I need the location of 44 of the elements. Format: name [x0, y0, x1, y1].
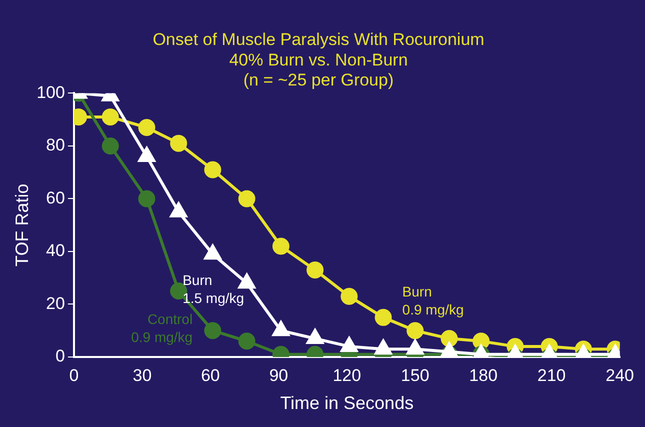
point — [138, 190, 156, 208]
point — [238, 190, 256, 208]
x-tick-label: 0 — [69, 366, 79, 385]
series-label: Burn 1.5 mg/kg — [182, 272, 244, 306]
point — [340, 336, 358, 352]
x-tick-label: 150 — [400, 366, 430, 385]
x-axis-title: Time in Seconds — [280, 393, 414, 414]
y-tick-label: 100 — [36, 82, 65, 102]
point — [102, 137, 119, 154]
point — [575, 344, 592, 357]
y-tick-label: 20 — [46, 294, 65, 313]
y-tick-label: 0 — [55, 346, 65, 366]
x-tick-label: 120 — [332, 366, 362, 385]
x-tick-label: 180 — [469, 366, 498, 385]
point — [238, 274, 256, 289]
point — [204, 244, 222, 260]
point — [440, 342, 458, 357]
point — [138, 118, 156, 136]
chart-subtitle: 40% Burn vs. Non-Burn — [229, 50, 408, 70]
x-tick-label: 30 — [132, 366, 152, 385]
point — [102, 108, 119, 126]
point — [306, 329, 324, 344]
text: (n = ~25 per Group) — [243, 70, 394, 90]
x-tick-label: 90 — [269, 366, 288, 385]
y-tick-label: 40 — [46, 241, 65, 260]
point — [272, 321, 290, 336]
point — [374, 340, 392, 355]
point — [204, 161, 222, 178]
y-axis-title: TOF Ratio — [12, 184, 32, 266]
point — [306, 261, 324, 278]
point — [272, 238, 290, 255]
x-tick-label: 60 — [200, 366, 220, 385]
point — [170, 202, 188, 218]
point — [540, 344, 558, 357]
point — [406, 340, 424, 355]
point — [506, 344, 524, 357]
series-label: Control 0.9 mg/kg — [131, 310, 193, 345]
x-tick-label: 240 — [606, 366, 634, 385]
series-label: Burn 0.9 mg/kg — [402, 283, 464, 318]
chart-title: Onset of Muscle Paralysis With Rocuronium — [152, 30, 484, 49]
x-tick-label: 210 — [537, 366, 566, 385]
point — [170, 134, 188, 152]
y-tick-label: 60 — [46, 188, 65, 208]
y-tick-label: 80 — [46, 136, 65, 155]
